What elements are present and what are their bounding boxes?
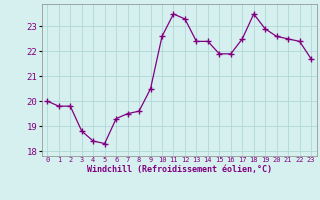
X-axis label: Windchill (Refroidissement éolien,°C): Windchill (Refroidissement éolien,°C) xyxy=(87,165,272,174)
